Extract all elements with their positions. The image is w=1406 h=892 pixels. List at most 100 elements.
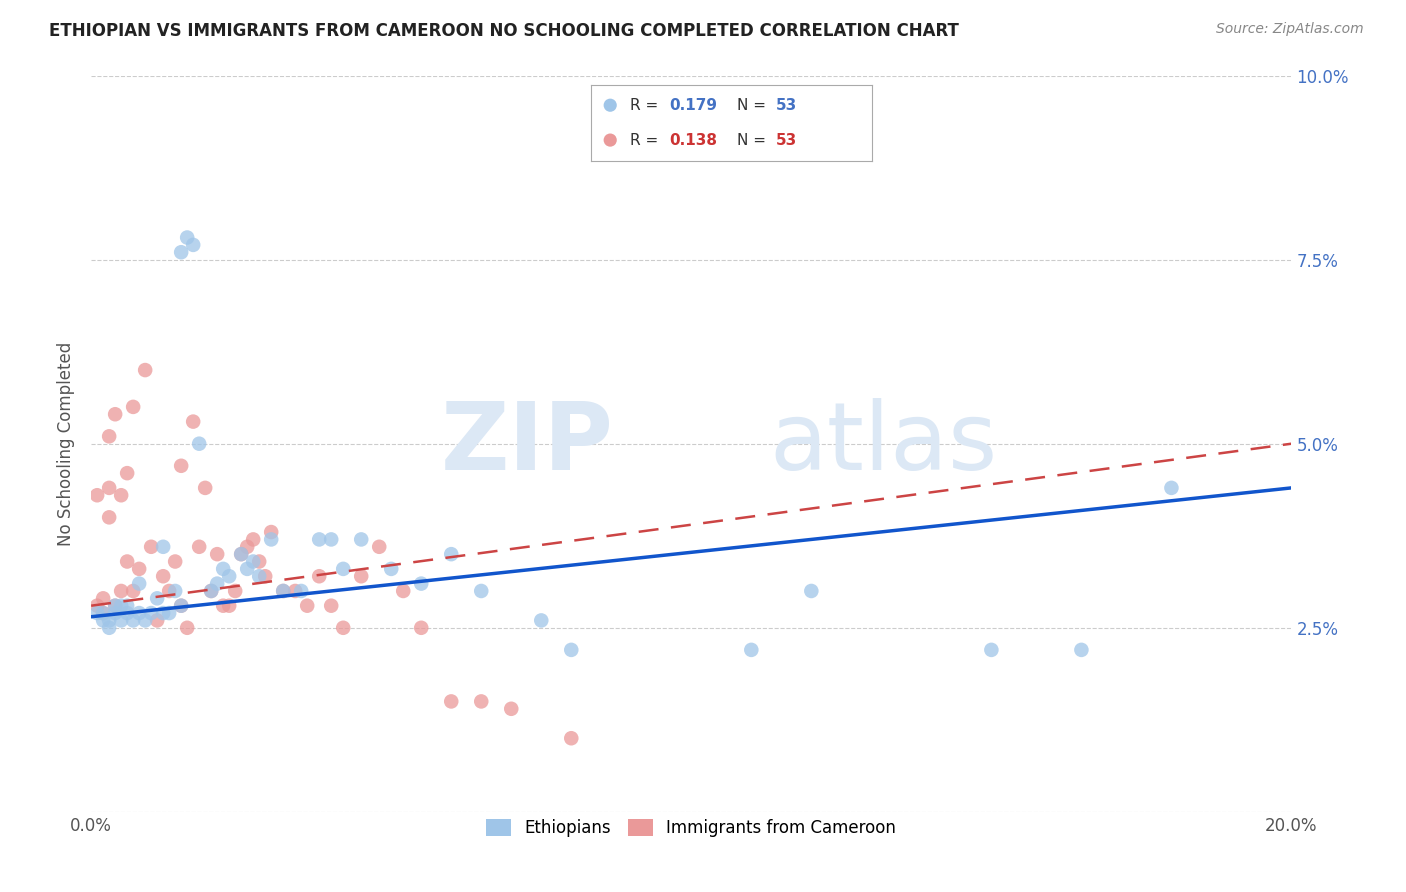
Point	[212, 562, 235, 576]
Point	[170, 245, 193, 260]
Point	[110, 599, 132, 613]
Point	[134, 614, 156, 628]
Point	[122, 400, 145, 414]
Point	[134, 363, 156, 377]
Point	[98, 510, 121, 524]
Point	[411, 621, 433, 635]
Point	[128, 606, 150, 620]
Point	[218, 569, 240, 583]
Point	[91, 614, 114, 628]
Text: Source: ZipAtlas.com: Source: ZipAtlas.com	[1216, 22, 1364, 37]
Point	[91, 606, 114, 620]
Point	[321, 599, 343, 613]
Point	[242, 555, 264, 569]
Point	[170, 599, 193, 613]
Point	[368, 540, 391, 554]
Point	[188, 540, 211, 554]
Point	[350, 533, 373, 547]
Point	[141, 606, 163, 620]
Point	[200, 584, 222, 599]
Point	[176, 621, 198, 635]
Text: R =: R =	[630, 133, 664, 147]
Text: ETHIOPIAN VS IMMIGRANTS FROM CAMEROON NO SCHOOLING COMPLETED CORRELATION CHART: ETHIOPIAN VS IMMIGRANTS FROM CAMEROON NO…	[49, 22, 959, 40]
Point	[115, 555, 138, 569]
Point	[98, 481, 121, 495]
Legend: Ethiopians, Immigrants from Cameroon: Ethiopians, Immigrants from Cameroon	[479, 813, 903, 844]
Point	[560, 731, 582, 746]
Point	[440, 694, 463, 708]
Y-axis label: No Schooling Completed: No Schooling Completed	[58, 342, 75, 546]
Point	[470, 694, 492, 708]
Point	[110, 488, 132, 502]
Point	[224, 584, 246, 599]
Point	[231, 547, 253, 561]
Point	[110, 614, 132, 628]
Point	[128, 562, 150, 576]
Point	[170, 599, 193, 613]
Point	[98, 429, 121, 443]
Point	[176, 230, 198, 244]
Point	[599, 98, 621, 112]
Point	[146, 614, 169, 628]
Point	[104, 599, 127, 613]
Point	[110, 584, 132, 599]
Text: ZIP: ZIP	[440, 398, 613, 490]
Point	[271, 584, 294, 599]
Text: R =: R =	[630, 98, 664, 112]
Text: N =: N =	[737, 133, 770, 147]
Point	[91, 591, 114, 606]
Point	[146, 591, 169, 606]
Point	[295, 599, 318, 613]
Point	[200, 584, 222, 599]
Point	[157, 584, 180, 599]
Point	[212, 599, 235, 613]
Point	[247, 569, 270, 583]
Point	[236, 562, 259, 576]
Point	[194, 481, 217, 495]
Point	[188, 436, 211, 450]
Point	[254, 569, 277, 583]
Point	[91, 606, 114, 620]
Point	[86, 606, 108, 620]
Point	[650, 120, 672, 134]
Point	[205, 576, 228, 591]
Text: atlas: atlas	[769, 398, 998, 490]
Point	[308, 533, 330, 547]
Point	[86, 599, 108, 613]
Point	[141, 540, 163, 554]
Point	[231, 547, 253, 561]
Point	[321, 533, 343, 547]
Text: N =: N =	[737, 98, 770, 112]
Point	[236, 540, 259, 554]
Point	[122, 584, 145, 599]
Point	[165, 584, 187, 599]
Point	[181, 238, 204, 252]
Point	[247, 555, 270, 569]
Text: 53: 53	[776, 98, 797, 112]
Point	[122, 614, 145, 628]
Point	[308, 569, 330, 583]
Point	[115, 606, 138, 620]
Text: 53: 53	[776, 133, 797, 147]
Point	[152, 540, 174, 554]
Point	[115, 599, 138, 613]
Point	[800, 584, 823, 599]
Point	[86, 488, 108, 502]
Point	[205, 547, 228, 561]
Point	[411, 576, 433, 591]
Point	[242, 533, 264, 547]
Point	[260, 524, 283, 539]
Point	[740, 643, 762, 657]
Point	[165, 555, 187, 569]
Point	[599, 133, 621, 147]
Point	[104, 407, 127, 421]
Point	[980, 643, 1002, 657]
Point	[332, 562, 354, 576]
Point	[170, 458, 193, 473]
Point	[380, 562, 402, 576]
Point	[157, 606, 180, 620]
Point	[152, 606, 174, 620]
Point	[284, 584, 307, 599]
Point	[152, 569, 174, 583]
Point	[1160, 481, 1182, 495]
